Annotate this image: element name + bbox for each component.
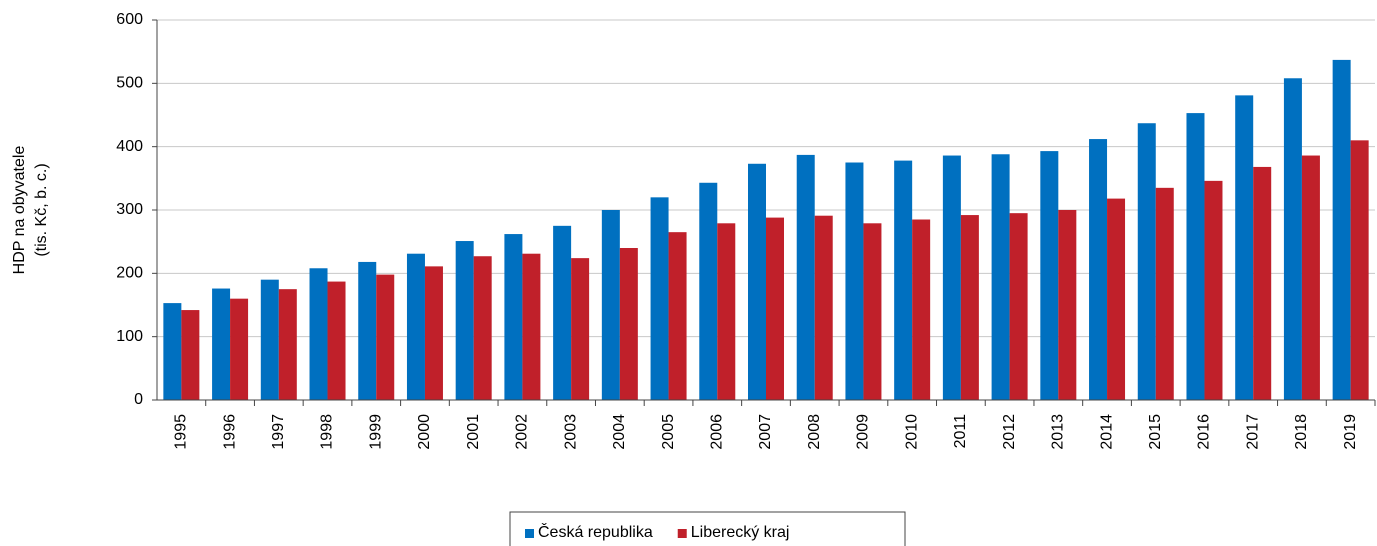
bar [1137, 123, 1156, 400]
x-tick-label: 2004 [611, 414, 628, 450]
bar [766, 217, 784, 400]
x-tick-label: 2011 [952, 414, 969, 449]
bar [553, 225, 572, 400]
x-tick-label: 1995 [173, 414, 190, 450]
legend: Česká republika Liberecký kraj [509, 511, 906, 546]
x-tick-label: 2014 [1098, 414, 1115, 450]
bar [406, 253, 425, 400]
x-tick-label: 2002 [514, 414, 531, 450]
x-tick-label: 2019 [1342, 414, 1359, 450]
x-tick-label: 2000 [416, 414, 433, 450]
bar [1283, 78, 1302, 401]
y-tick-label: 600 [116, 11, 143, 28]
x-tick-label: 1999 [367, 414, 384, 450]
bar [163, 303, 182, 400]
x-tick-label: 2018 [1293, 414, 1310, 450]
bar [845, 162, 864, 400]
bar [1089, 139, 1108, 401]
x-tick-label: 2013 [1050, 414, 1067, 450]
y-tick-label: 200 [116, 265, 143, 282]
bar [278, 289, 297, 400]
bar [181, 310, 200, 400]
x-tick-label: 2005 [660, 414, 677, 450]
x-tick-label: 2009 [855, 414, 872, 450]
x-tick-label: 2003 [562, 414, 579, 450]
x-tick-label: 2008 [806, 414, 823, 450]
legend-label: Liberecký kraj [691, 524, 790, 541]
bar [991, 154, 1010, 400]
y-tick-label: 400 [116, 138, 143, 155]
bar [942, 155, 961, 400]
bar [473, 256, 492, 400]
bar [455, 241, 474, 400]
x-tick-label: 2016 [1196, 414, 1213, 450]
bar [796, 154, 815, 400]
bar [1186, 113, 1205, 400]
x-tick-label: 2015 [1147, 414, 1164, 450]
bar [894, 160, 913, 400]
bar [699, 182, 718, 400]
y-tick-label: 500 [116, 75, 143, 92]
bar [504, 234, 523, 400]
bar [424, 266, 443, 400]
bar [327, 281, 346, 400]
bar [1204, 180, 1223, 400]
bar [260, 279, 279, 400]
bar [358, 261, 377, 400]
x-tick-label: 2012 [1001, 414, 1018, 450]
bar [619, 248, 638, 400]
bar [212, 288, 231, 400]
bar [717, 223, 736, 400]
x-tick-label: 2017 [1244, 414, 1261, 450]
x-tick-label: 1998 [319, 414, 336, 450]
legend-swatch [525, 529, 534, 538]
bar [748, 163, 766, 400]
bar [376, 274, 395, 400]
y-tick-label: 100 [116, 328, 143, 345]
bar [1332, 59, 1351, 401]
legend-swatch [677, 529, 687, 538]
bar [912, 219, 931, 400]
bar [1253, 166, 1272, 400]
bar [650, 197, 669, 400]
bar [1301, 155, 1320, 400]
bar [1009, 213, 1028, 400]
bar [309, 268, 328, 400]
y-axis-label: HDP na obyvatele [11, 146, 28, 275]
bar [960, 215, 979, 400]
bar [814, 215, 833, 400]
bar [571, 258, 590, 400]
bar [601, 210, 620, 400]
x-tick-label: 2001 [465, 414, 482, 450]
x-tick-label: 2007 [757, 414, 774, 450]
x-tick-label: 1996 [221, 414, 238, 450]
legend-label: Česká republika [538, 522, 653, 541]
x-tick-label: 2006 [708, 414, 725, 450]
legend-box [509, 511, 906, 546]
bar [1155, 187, 1174, 400]
x-tick-label: 1997 [270, 414, 287, 450]
bar [1107, 198, 1126, 400]
y-axis-label: (tis. Kč, b. c.) [33, 163, 50, 256]
bar [1058, 210, 1077, 400]
x-tick-label: 2010 [903, 414, 920, 450]
bar [1350, 140, 1369, 401]
bar [1235, 95, 1254, 400]
bar [863, 223, 882, 400]
bar [230, 298, 249, 400]
bar [1040, 151, 1059, 400]
bar [522, 253, 541, 400]
y-tick-label: 300 [116, 201, 143, 218]
bar [668, 232, 687, 400]
y-tick-label: 0 [134, 391, 143, 408]
